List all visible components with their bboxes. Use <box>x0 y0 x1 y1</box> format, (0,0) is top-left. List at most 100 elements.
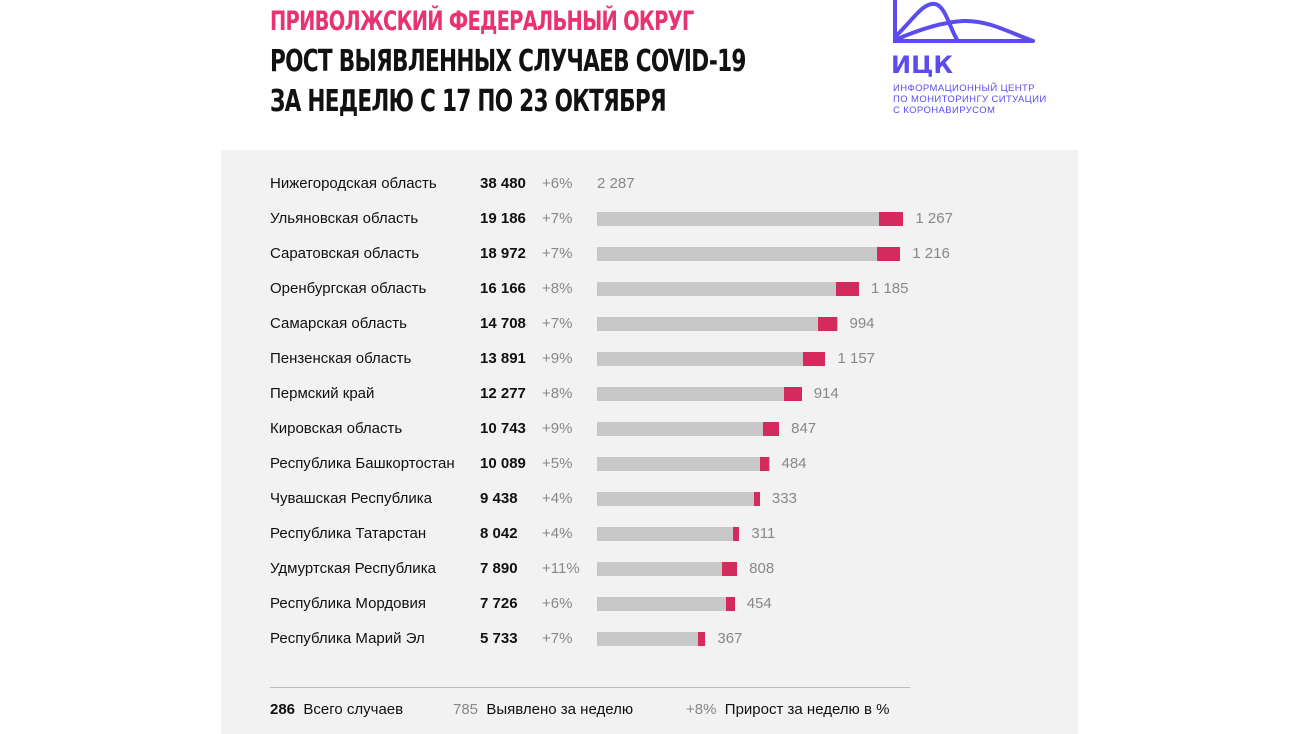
region-name: Удмуртская Республика <box>270 560 436 577</box>
chart-title: РОСТ ВЫЯВЛЕННЫХ СЛУЧАЕВ COVID-19 <box>270 44 746 79</box>
chart-row: Саратовская область 18 972 +7% 1 216 <box>221 239 1078 269</box>
growth-percent: +9% <box>542 420 573 437</box>
total-bar <box>597 422 780 436</box>
total-bar <box>597 457 770 471</box>
chart-row: Пермский край 12 277 +8% 914 <box>221 379 1078 409</box>
growth-percent: +5% <box>542 455 573 472</box>
weekly-cases: 1 157 <box>837 350 876 367</box>
total-cases: 7 726 <box>480 595 518 612</box>
chart-subtitle: ЗА НЕДЕЛЮ С 17 ПО 23 ОКТЯБРЯ <box>270 84 667 119</box>
logo-icon: ИЦК <box>891 0 1035 79</box>
new-cases-bar <box>760 457 770 471</box>
total-cases: 5 733 <box>480 630 518 647</box>
region-name: Республика Мордовия <box>270 595 426 612</box>
region-name: Нижегородская область <box>270 175 437 192</box>
legend-weekly-label: Выявлено за неделю <box>486 701 634 718</box>
new-cases-bar <box>698 632 706 646</box>
weekly-cases: 1 185 <box>870 280 909 297</box>
growth-percent: +8% <box>542 280 573 297</box>
legend-growth-label: Прирост за неделю в % <box>724 701 890 718</box>
weekly-cases: 1 216 <box>912 245 950 262</box>
total-bar <box>597 352 826 366</box>
legend-total: 286 Всего случаев <box>270 701 403 718</box>
region-name: Саратовская область <box>270 245 420 262</box>
growth-percent: +7% <box>542 630 573 647</box>
total-cases: 19 186 <box>480 210 526 227</box>
chart-row: Пензенская область 13 891 +9% 1 157 <box>221 344 1078 374</box>
total-cases: 14 708 <box>480 315 526 332</box>
growth-percent: +6% <box>542 175 573 192</box>
legend-growth: +8% Прирост за неделю в % <box>686 701 889 718</box>
new-cases-bar <box>836 282 859 296</box>
total-cases: 16 166 <box>480 280 526 297</box>
total-cases: 7 890 <box>480 560 518 577</box>
region-name: Чувашская Республика <box>270 490 432 507</box>
weekly-cases: 311 <box>751 525 776 542</box>
region-name: Пермский край <box>270 385 375 402</box>
region-name: Республика Башкортостан <box>270 455 455 472</box>
weekly-cases: 808 <box>749 560 775 577</box>
region-title: ПРИВОЛЖСКИЙ ФЕДЕРАЛЬНЫЙ ОКРУГ <box>270 6 694 37</box>
legend-growth-sample: +8% <box>686 701 717 718</box>
region-name: Самарская область <box>270 315 407 332</box>
growth-percent: +4% <box>542 525 573 542</box>
legend-total-label: Всего случаев <box>303 701 404 718</box>
total-bar <box>597 597 735 611</box>
chart-row: Чувашская Республика 9 438 +4% 333 <box>221 484 1078 514</box>
logo-subtitle-3: С КОРОНАВИРУСОМ <box>893 105 996 116</box>
chart-row: Нижегородская область 38 480 +6% 2 287 <box>221 169 1078 199</box>
total-bar <box>597 282 859 296</box>
region-name: Оренбургская область <box>270 280 427 297</box>
chart-row: Республика Башкортостан 10 089 +5% 484 <box>221 449 1078 479</box>
chart-row: Республика Мордовия 7 726 +6% 454 <box>221 589 1078 619</box>
total-cases: 8 042 <box>480 525 518 542</box>
total-bar <box>597 387 802 401</box>
weekly-cases: 994 <box>849 315 875 332</box>
region-name: Пензенская область <box>270 350 412 367</box>
total-bar <box>597 527 740 541</box>
total-cases: 10 089 <box>480 455 526 472</box>
growth-percent: +6% <box>542 595 573 612</box>
logo-text: ИЦК <box>891 51 953 79</box>
region-name: Республика Марий Эл <box>270 630 425 647</box>
chart-row: Оренбургская область 16 166 +8% 1 185 <box>221 274 1078 304</box>
logo-subtitle-1: ИНФОРМАЦИОННЫЙ ЦЕНТР <box>893 83 1035 94</box>
total-cases: 38 480 <box>480 175 526 192</box>
divider <box>270 687 910 688</box>
chart-row: Удмуртская Республика 7 890 +11% 808 <box>221 554 1078 584</box>
new-cases-bar <box>876 247 901 261</box>
weekly-cases: 333 <box>771 490 797 507</box>
weekly-cases: 454 <box>746 595 772 612</box>
chart-row: Республика Татарстан 8 042 +4% 311 <box>221 519 1078 549</box>
total-cases: 9 438 <box>480 490 518 507</box>
total-cases: 10 743 <box>480 420 526 437</box>
chart-row: Ульяновская область 19 186 +7% 1 267 <box>221 204 1078 234</box>
weekly-cases: 2 287 <box>597 175 635 192</box>
new-cases-bar <box>721 562 738 576</box>
total-bar <box>597 247 901 261</box>
weekly-cases: 367 <box>717 630 743 647</box>
growth-percent: +11% <box>542 560 580 577</box>
total-bar <box>597 562 738 576</box>
weekly-cases: 1 267 <box>915 210 953 227</box>
new-cases-bar <box>733 527 740 541</box>
weekly-cases: 914 <box>813 385 839 402</box>
new-cases-bar <box>762 422 780 436</box>
new-cases-bar <box>753 492 760 506</box>
growth-percent: +7% <box>542 245 573 262</box>
growth-percent: +9% <box>542 350 573 367</box>
weekly-cases: 847 <box>791 420 817 437</box>
growth-percent: +7% <box>542 315 573 332</box>
total-cases: 18 972 <box>480 245 526 262</box>
legend-weekly-sample: 785 <box>453 701 479 718</box>
legend-weekly: 785 Выявлено за неделю <box>453 701 633 718</box>
new-cases-bar <box>726 597 735 611</box>
total-bar <box>597 317 838 331</box>
total-cases: 12 277 <box>480 385 526 402</box>
total-cases: 13 891 <box>480 350 526 367</box>
new-cases-bar <box>879 212 904 226</box>
legend-total-sample: 286 <box>270 701 296 718</box>
growth-percent: +8% <box>542 385 573 402</box>
new-cases-bar <box>803 352 826 366</box>
total-bar <box>597 492 760 506</box>
